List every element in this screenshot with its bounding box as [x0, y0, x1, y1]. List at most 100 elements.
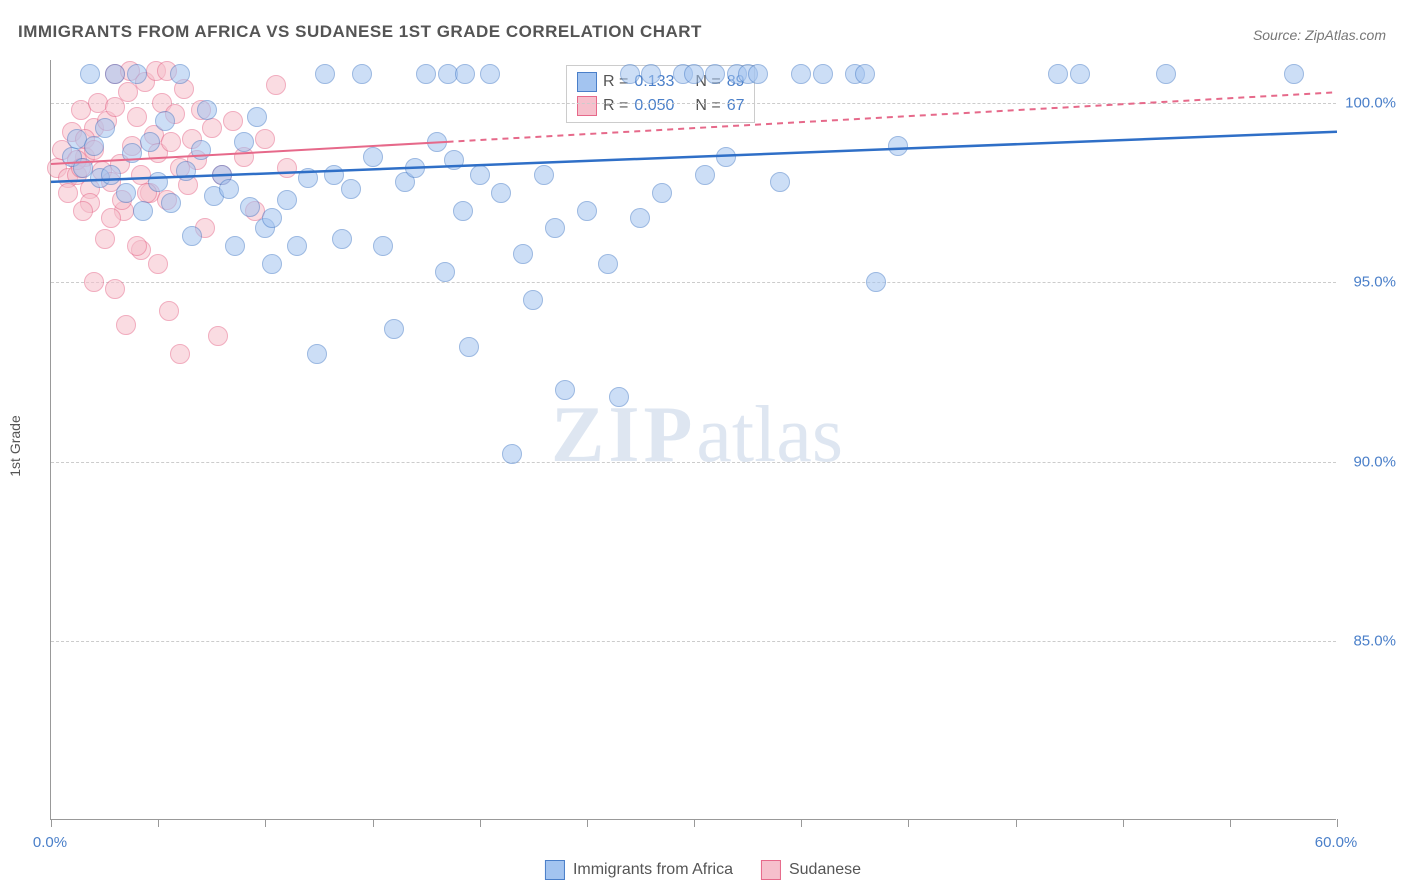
- legend-item: Sudanese: [761, 860, 861, 880]
- data-point-pink: [127, 107, 147, 127]
- page-title: IMMIGRANTS FROM AFRICA VS SUDANESE 1ST G…: [18, 22, 702, 42]
- y-tick-label: 85.0%: [1353, 632, 1396, 649]
- legend-r-value: 0.050: [634, 94, 689, 118]
- data-point-blue: [127, 64, 147, 84]
- data-point-blue: [534, 165, 554, 185]
- legend-bottom: Immigrants from Africa Sudanese: [545, 860, 861, 880]
- data-point-blue: [219, 179, 239, 199]
- data-point-blue: [332, 229, 352, 249]
- data-point-blue: [716, 147, 736, 167]
- data-point-blue: [435, 262, 455, 282]
- data-point-blue: [652, 183, 672, 203]
- x-tick: [587, 819, 588, 827]
- data-point-blue: [155, 111, 175, 131]
- data-point-blue: [453, 201, 473, 221]
- data-point-pink: [116, 315, 136, 335]
- data-point-blue: [148, 172, 168, 192]
- watermark: ZIPatlas: [551, 390, 843, 481]
- data-point-blue: [523, 290, 543, 310]
- data-point-blue: [197, 100, 217, 120]
- data-point-pink: [105, 279, 125, 299]
- data-point-blue: [748, 64, 768, 84]
- data-point-blue: [1156, 64, 1176, 84]
- data-point-pink: [73, 201, 93, 221]
- data-point-blue: [277, 190, 297, 210]
- x-tick: [373, 819, 374, 827]
- data-point-blue: [695, 165, 715, 185]
- data-point-blue: [502, 444, 522, 464]
- data-point-blue: [262, 208, 282, 228]
- x-tick: [480, 819, 481, 827]
- data-point-blue: [324, 165, 344, 185]
- data-point-pink: [161, 132, 181, 152]
- data-point-blue: [555, 380, 575, 400]
- data-point-blue: [545, 218, 565, 238]
- legend-n-value: 67: [727, 94, 745, 118]
- data-point-pink: [84, 272, 104, 292]
- data-point-pink: [127, 236, 147, 256]
- data-point-blue: [170, 64, 190, 84]
- data-point-blue: [80, 64, 100, 84]
- data-point-blue: [770, 172, 790, 192]
- data-point-blue: [133, 201, 153, 221]
- data-point-blue: [598, 254, 618, 274]
- data-point-blue: [620, 64, 640, 84]
- y-tick-label: 90.0%: [1353, 453, 1396, 470]
- x-tick: [908, 819, 909, 827]
- x-tick: [158, 819, 159, 827]
- data-point-blue: [705, 64, 725, 84]
- x-tick: [51, 819, 52, 827]
- data-point-pink: [255, 129, 275, 149]
- data-point-blue: [813, 64, 833, 84]
- data-point-pink: [202, 118, 222, 138]
- data-point-blue: [416, 64, 436, 84]
- data-point-blue: [298, 168, 318, 188]
- x-tick-label: 0.0%: [33, 834, 67, 851]
- data-point-blue: [630, 208, 650, 228]
- data-point-blue: [116, 183, 136, 203]
- legend-swatch: [577, 72, 597, 92]
- x-tick-label: 60.0%: [1315, 834, 1358, 851]
- data-point-blue: [888, 136, 908, 156]
- data-point-blue: [491, 183, 511, 203]
- data-point-blue: [405, 158, 425, 178]
- y-tick-label: 100.0%: [1345, 95, 1396, 112]
- data-point-pink: [170, 344, 190, 364]
- gridline: [51, 282, 1336, 283]
- data-point-blue: [373, 236, 393, 256]
- data-point-blue: [459, 337, 479, 357]
- source-attribution: Source: ZipAtlas.com: [1253, 27, 1386, 43]
- data-point-blue: [577, 201, 597, 221]
- data-point-blue: [513, 244, 533, 264]
- data-point-blue: [341, 179, 361, 199]
- data-point-blue: [855, 64, 875, 84]
- data-point-blue: [176, 161, 196, 181]
- data-point-blue: [641, 64, 661, 84]
- legend-row: R =0.050N =67: [577, 94, 744, 118]
- data-point-blue: [240, 197, 260, 217]
- data-point-blue: [684, 64, 704, 84]
- data-point-blue: [140, 132, 160, 152]
- data-point-blue: [307, 344, 327, 364]
- data-point-blue: [262, 254, 282, 274]
- y-axis-label: 1st Grade: [7, 415, 23, 476]
- data-point-blue: [95, 118, 115, 138]
- data-point-blue: [182, 226, 202, 246]
- x-tick: [1230, 819, 1231, 827]
- data-point-pink: [58, 183, 78, 203]
- data-point-pink: [223, 111, 243, 131]
- data-point-blue: [315, 64, 335, 84]
- data-point-blue: [791, 64, 811, 84]
- data-point-blue: [1048, 64, 1068, 84]
- data-point-blue: [1284, 64, 1304, 84]
- data-point-pink: [148, 254, 168, 274]
- data-point-blue: [101, 165, 121, 185]
- x-tick: [801, 819, 802, 827]
- data-point-blue: [444, 150, 464, 170]
- legend-label: Immigrants from Africa: [573, 861, 733, 879]
- legend-r-label: R =: [603, 94, 628, 118]
- data-point-pink: [101, 208, 121, 228]
- data-point-blue: [234, 132, 254, 152]
- data-point-blue: [287, 236, 307, 256]
- y-tick-label: 95.0%: [1353, 274, 1396, 291]
